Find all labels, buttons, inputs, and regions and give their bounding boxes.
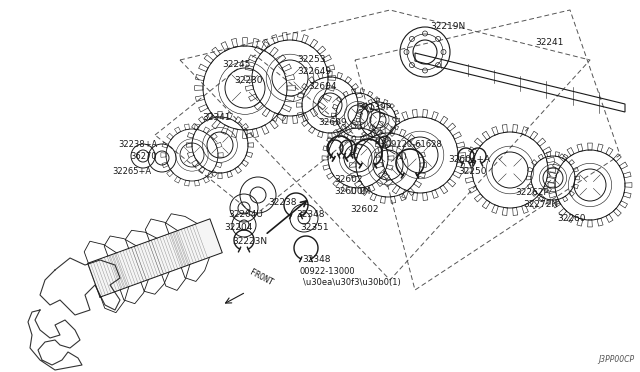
Text: 32609: 32609 [318, 118, 347, 127]
Text: (1): (1) [395, 152, 407, 161]
Text: \u30ea\u30f3\u30b0(1): \u30ea\u30f3\u30b0(1) [303, 278, 401, 287]
Text: 32238: 32238 [268, 198, 296, 207]
Text: 32262P: 32262P [515, 188, 548, 197]
Text: 32600M: 32600M [334, 187, 371, 196]
Text: 32230: 32230 [234, 76, 262, 85]
Text: 32250: 32250 [458, 167, 486, 176]
Text: 32604: 32604 [308, 82, 337, 91]
Text: 32604+A: 32604+A [448, 155, 490, 164]
Text: 32204U: 32204U [228, 210, 263, 219]
Text: 32602: 32602 [350, 205, 378, 214]
Text: 32602: 32602 [334, 175, 362, 184]
Text: 00922-13000: 00922-13000 [300, 267, 356, 276]
Text: 32241: 32241 [535, 38, 563, 47]
Polygon shape [88, 219, 222, 297]
Text: FRONT: FRONT [248, 268, 275, 288]
Text: 32348: 32348 [302, 255, 330, 264]
Text: 32348: 32348 [296, 210, 324, 219]
Text: 32351: 32351 [300, 223, 328, 232]
Text: 322649: 322649 [297, 67, 331, 76]
Text: 32265+A: 32265+A [112, 167, 151, 176]
Text: 32238+A: 32238+A [118, 140, 157, 149]
Text: 32223N: 32223N [232, 237, 267, 246]
Text: 36270: 36270 [130, 152, 157, 161]
Text: 32219N: 32219N [430, 22, 465, 31]
Text: 32272N: 32272N [523, 200, 558, 209]
Text: B: B [374, 139, 380, 145]
Text: 32245: 32245 [222, 60, 250, 69]
Text: 32204: 32204 [224, 223, 252, 232]
Text: B09120-61628: B09120-61628 [380, 140, 442, 149]
Text: 38139P: 38139P [357, 103, 391, 112]
Text: J3PP00CP: J3PP00CP [598, 355, 634, 364]
Text: 32253: 32253 [297, 55, 326, 64]
Text: 32341: 32341 [202, 113, 230, 122]
Text: 32260: 32260 [557, 214, 586, 223]
